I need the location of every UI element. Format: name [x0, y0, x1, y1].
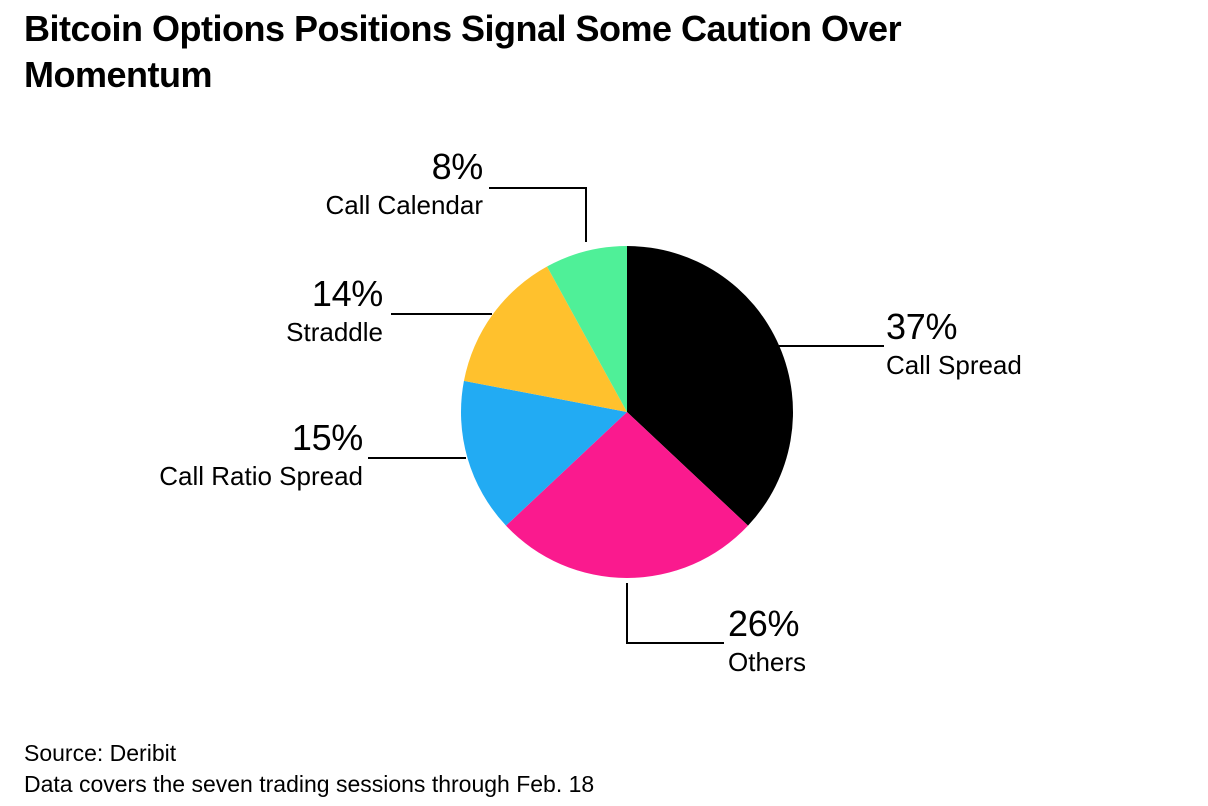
pie-slice-call-calendar	[547, 246, 627, 412]
pie-slice-call-ratio-spread	[460, 380, 627, 526]
leader-line-others	[626, 583, 724, 644]
pie-slice-others	[505, 412, 749, 578]
data-note: Data covers the seven trading sessions t…	[24, 771, 595, 797]
pie-slice-straddle	[463, 266, 627, 412]
slice-pct-call-ratio-spread: 15%	[291, 417, 363, 458]
slice-callout-straddle: 14% Straddle	[286, 273, 383, 347]
slice-label-call-ratio-spread: Call Ratio Spread	[159, 461, 363, 491]
slice-callout-others: 26% Others	[728, 603, 806, 677]
slice-label-straddle: Straddle	[286, 317, 383, 347]
chart-footer: Source: Deribit Data covers the seven tr…	[24, 738, 594, 800]
chart-title: Bitcoin Options Positions Signal Some Ca…	[24, 8, 902, 95]
slice-label-call-calendar: Call Calendar	[325, 190, 483, 220]
leader-line-call-calendar	[489, 187, 587, 242]
slice-pct-straddle: 14%	[311, 273, 383, 314]
slice-pct-call-spread: 37%	[886, 306, 958, 347]
slice-callout-call-calendar: 8% Call Calendar	[325, 146, 483, 220]
slice-pct-others: 26%	[728, 603, 800, 644]
source-note: Source: Deribit	[24, 740, 177, 766]
slice-callout-call-ratio-spread: 15% Call Ratio Spread	[159, 417, 363, 491]
slice-label-others: Others	[728, 647, 807, 677]
slice-callout-call-spread: 37% Call Spread	[886, 306, 1022, 380]
pie-slice-call-spread	[627, 246, 793, 526]
slice-label-call-spread: Call Spread	[886, 350, 1022, 380]
slice-pct-call-calendar: 8%	[431, 146, 484, 187]
